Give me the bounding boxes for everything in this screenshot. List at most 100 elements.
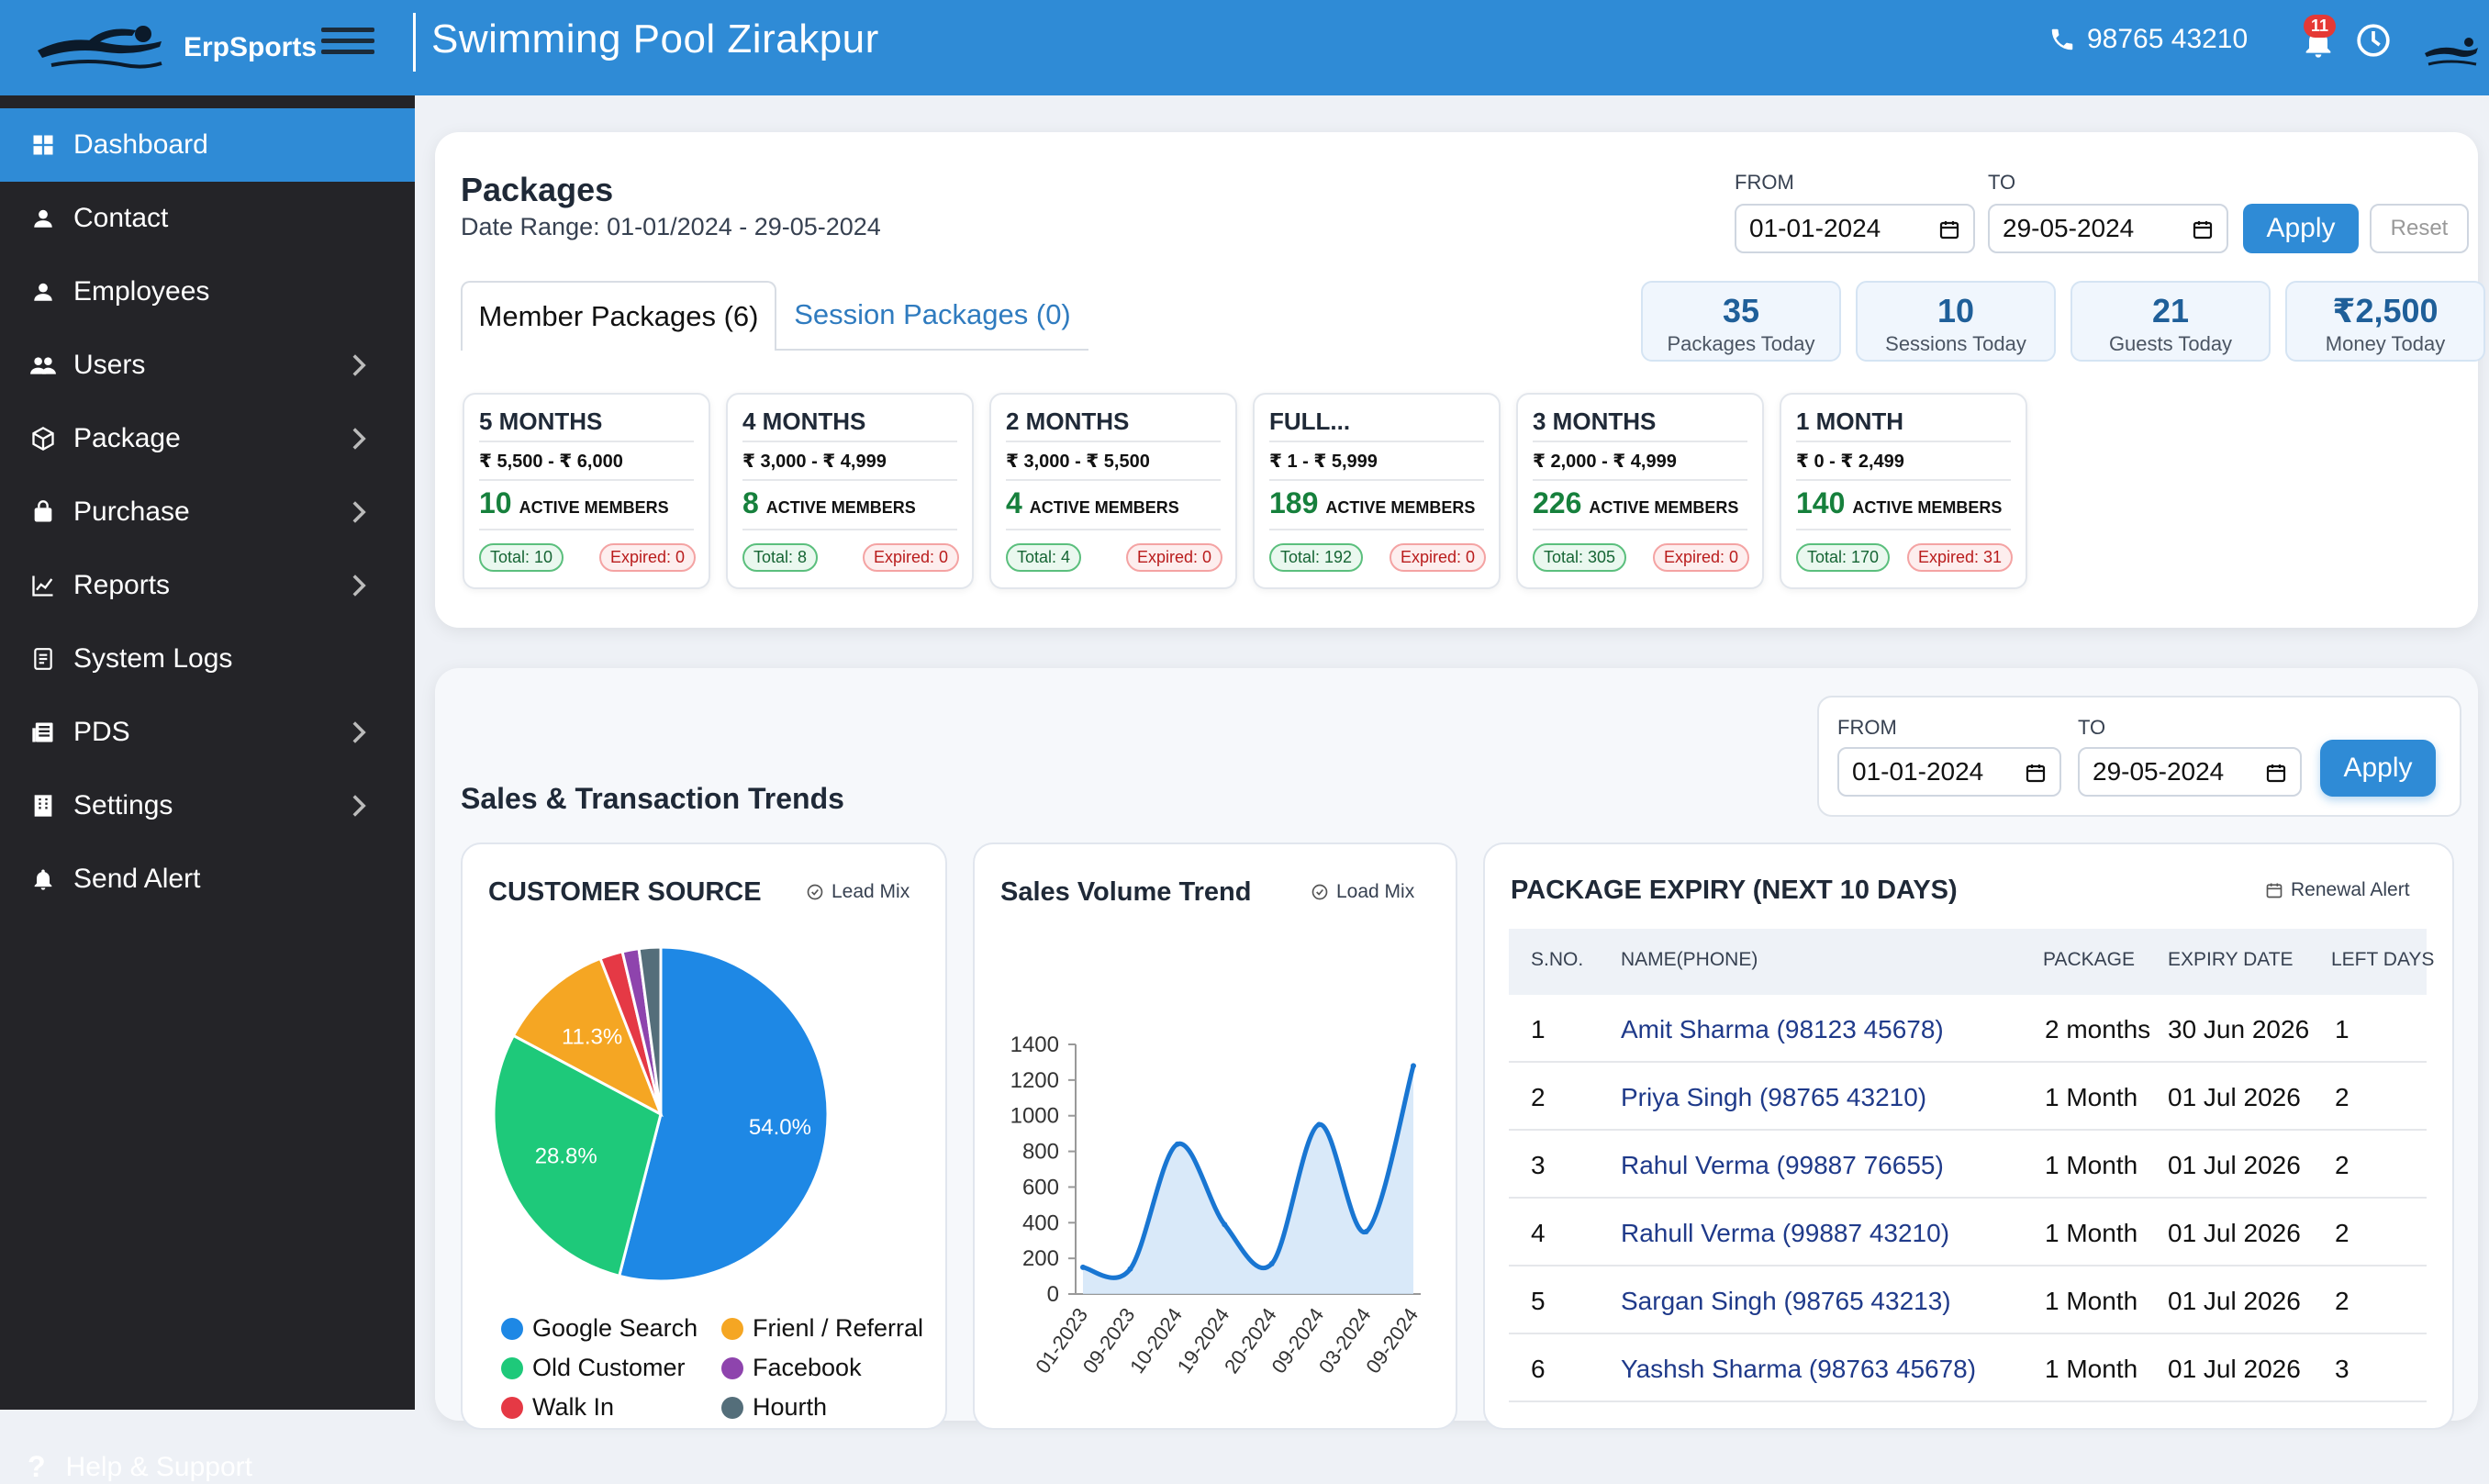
package-card[interactable]: 2 MONTHS ₹ 3,000 - ₹ 5,500 4 ACTIVE MEMBERS… — [989, 393, 1237, 589]
package-card[interactable]: 3 MONTHS ₹ 2,000 - ₹ 4,999 226 ACTIVE MEMBE… — [1516, 393, 1764, 589]
table-row[interactable] — [1509, 1199, 2427, 1266]
package-card[interactable]: FULL... ₹ 1 - ₹ 5,999 189 ACTIVE MEMBERS Tot… — [1253, 393, 1501, 589]
divider — [1006, 441, 1221, 442]
legend-swatch — [721, 1317, 743, 1340]
trends-to-label: TO — [2078, 716, 2106, 739]
data-point[interactable] — [1316, 1121, 1323, 1128]
cell-name[interactable]: Rahull Verma (99887 43210) — [1621, 1219, 1950, 1247]
help-support-link[interactable]: ? Help & Support — [28, 1450, 252, 1484]
column-header[interactable]: S.NO. — [1531, 949, 1584, 970]
lead-mix-label: Lead Mix — [832, 881, 910, 902]
sidebar-item-employees[interactable]: Employees — [0, 255, 415, 329]
tab-member-packages[interactable]: Member Packages (6) — [461, 281, 776, 351]
sidebar-item-reports[interactable]: Reports — [0, 549, 415, 622]
data-point[interactable] — [1080, 1264, 1086, 1270]
divider — [1269, 529, 1484, 530]
sidebar-item-system-logs[interactable]: System Logs — [0, 622, 415, 696]
package-name: 5 MONTHS — [479, 407, 603, 435]
calendar-icon[interactable] — [2265, 762, 2287, 784]
renewal-alert-tag[interactable]: Renewal Alert — [2265, 879, 2410, 901]
menu-toggle-icon[interactable] — [321, 28, 374, 59]
sidebar-item-purchase[interactable]: Purchase — [0, 475, 415, 549]
trends-apply-button[interactable]: Apply — [2320, 740, 2436, 797]
data-point[interactable] — [1222, 1222, 1228, 1228]
package-card[interactable]: 1 MONTH ₹ 0 - ₹ 2,499 140 ACTIVE MEMBERS Tot… — [1780, 393, 2027, 589]
package-card[interactable]: 5 MONTHS ₹ 5,500 - ₹ 6,000 10 ACTIVE MEMBER… — [463, 393, 710, 589]
cell-sno: 4 — [1531, 1219, 1546, 1247]
brand[interactable]: ErpSports — [33, 15, 317, 81]
column-header[interactable]: PACKAGE — [2043, 949, 2135, 970]
cell-name[interactable]: Amit Sharma (98123 45678) — [1621, 1015, 1944, 1043]
pie-slice-hourth[interactable] — [637, 945, 663, 1115]
active-count: 226 — [1533, 486, 1582, 519]
sidebar-item-pds[interactable]: PDS — [0, 696, 415, 769]
apply-button[interactable]: Apply — [2243, 204, 2359, 253]
package-price: ₹ 2,000 - ₹ 4,999 — [1533, 452, 1677, 472]
package-name: FULL... — [1269, 407, 1351, 435]
table-row[interactable] — [1509, 995, 2427, 1063]
legend-item[interactable]: Old Customer — [501, 1354, 686, 1382]
data-point[interactable] — [1411, 1063, 1416, 1069]
user-avatar-icon[interactable] — [2423, 28, 2480, 73]
reset-button[interactable]: Reset — [2370, 204, 2469, 253]
sidebar-item-contact[interactable]: Contact — [0, 182, 415, 255]
active-label: ACTIVE MEMBERS — [1029, 498, 1179, 517]
to-date-input[interactable]: 29-05-2024 — [1988, 204, 2228, 253]
sidebar-item-package[interactable]: Package — [0, 402, 415, 475]
data-point[interactable] — [1363, 1229, 1369, 1234]
phone-link[interactable]: 98765 43210 — [2048, 24, 2248, 55]
from-date-input[interactable]: 01-01-2024 — [1735, 204, 1975, 253]
trends-to-date-input[interactable]: 29-05-2024 — [2078, 747, 2302, 797]
cell-name[interactable]: Yashsh Sharma (98763 45678) — [1621, 1355, 1977, 1383]
pie-slice-frienl-referral[interactable] — [511, 956, 664, 1118]
legend-item[interactable]: Facebook — [721, 1354, 862, 1382]
cell-name[interactable]: Priya Singh (98765 43210) — [1621, 1083, 1927, 1111]
legend-item[interactable]: Hourth — [721, 1393, 827, 1422]
lead-mix-tag[interactable]: Lead Mix — [806, 881, 910, 903]
data-point[interactable] — [1268, 1260, 1275, 1266]
legend-item[interactable]: Walk In — [501, 1393, 614, 1422]
y-tick-label: 1200 — [1010, 1068, 1059, 1093]
sidebar-item-users[interactable]: Users — [0, 329, 415, 402]
data-point[interactable] — [1174, 1141, 1180, 1147]
divider — [1533, 479, 1747, 481]
cell-pkg: 1 Month — [2045, 1219, 2138, 1247]
legend-label: Walk In — [532, 1393, 615, 1421]
table-row[interactable] — [1509, 1266, 2427, 1334]
divider — [742, 479, 957, 481]
sidebar-item-dashboard[interactable]: Dashboard — [0, 108, 415, 182]
table-row[interactable] — [1509, 1334, 2427, 1402]
table-row[interactable] — [1509, 1063, 2427, 1131]
pie-slice-old-customer[interactable] — [492, 1033, 663, 1278]
divider — [479, 441, 694, 442]
clock-icon[interactable] — [2355, 22, 2392, 59]
tab-session-packages[interactable]: Session Packages (0) — [776, 281, 1088, 351]
cell-name[interactable]: Rahul Verma (99887 76655) — [1621, 1151, 1944, 1179]
cell-pkg: 1 Month — [2045, 1151, 2138, 1179]
pie-label: 11.3% — [562, 1025, 622, 1050]
total-badge: Total: 192 — [1269, 543, 1364, 572]
load-mix-tag[interactable]: Load Mix — [1311, 881, 1414, 903]
calendar-icon[interactable] — [2192, 218, 2214, 240]
stat-card: 35 Packages Today — [1641, 281, 1841, 362]
calendar-icon[interactable] — [1938, 218, 1960, 240]
column-header[interactable]: LEFT DAYS — [2331, 949, 2435, 970]
package-card[interactable]: 4 MONTHS ₹ 3,000 - ₹ 4,999 8 ACTIVE MEMBERS… — [726, 393, 974, 589]
calendar-icon[interactable] — [2025, 762, 2047, 784]
column-header[interactable]: EXPIRY DATE — [2168, 949, 2294, 970]
column-header[interactable]: NAME(PHONE) — [1621, 949, 1758, 970]
trends-from-date-input[interactable]: 01-01-2024 — [1837, 747, 2061, 797]
legend-item[interactable]: Frienl / Referral — [721, 1314, 923, 1343]
package-name: 2 MONTHS — [1006, 407, 1130, 435]
table-row[interactable] — [1509, 1131, 2427, 1199]
legend-item[interactable]: Google Search — [501, 1314, 698, 1343]
cell-sno: 1 — [1531, 1015, 1546, 1043]
stat-value: 35 — [1722, 292, 1760, 329]
sidebar-item-send-alert[interactable]: Send Alert — [0, 842, 415, 916]
phone-number: 98765 43210 — [2087, 24, 2249, 54]
sidebar-item-settings[interactable]: Settings — [0, 769, 415, 842]
data-point[interactable] — [1127, 1266, 1133, 1272]
cell-name[interactable]: Sargan Singh (98765 43213) — [1621, 1287, 1951, 1315]
active-label: ACTIVE MEMBERS — [1852, 498, 2003, 517]
pie-slice-google-search[interactable] — [617, 945, 830, 1283]
